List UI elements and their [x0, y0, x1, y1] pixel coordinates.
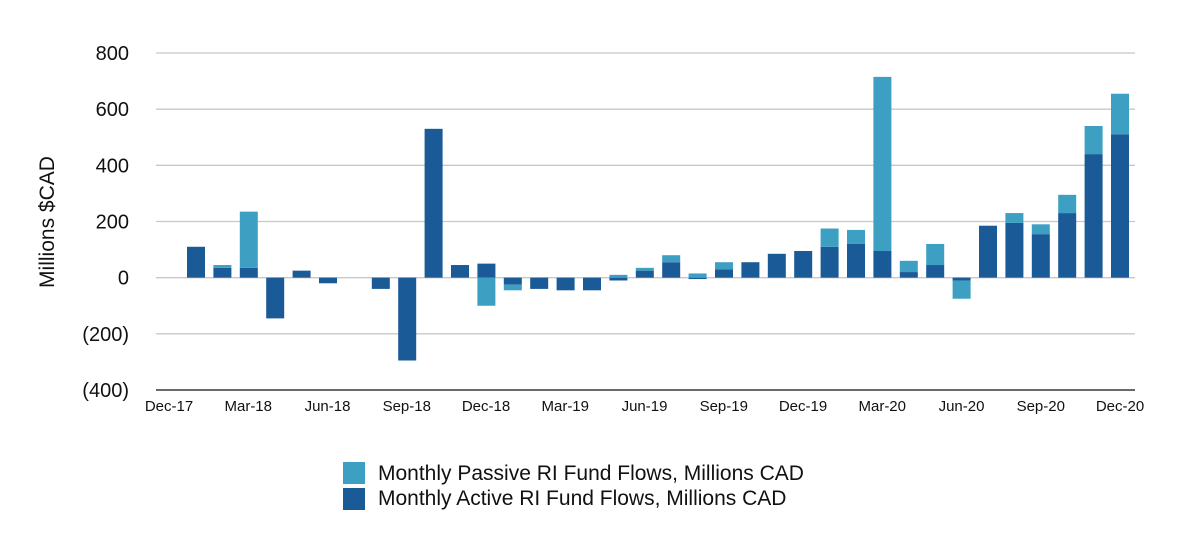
bar-active [979, 225, 997, 278]
y-axis-label: Millions $CAD [36, 156, 59, 288]
bar-active [319, 277, 337, 284]
bar-active [583, 277, 601, 291]
grid-lines [156, 52, 1135, 335]
bar-passive [1005, 213, 1024, 223]
bar-passive [609, 274, 628, 278]
bar-passive [715, 262, 733, 270]
bar-active [503, 277, 522, 285]
bar-active [239, 267, 258, 278]
bar-active [662, 262, 681, 278]
y-axis-ticks: 800 600 400 200 0 (200) (400) [82, 43, 129, 402]
bar-passive [952, 280, 971, 299]
bar-active [398, 277, 417, 361]
x-axis-ticks: Dec-17 Mar-18 Jun-18 Sep-18 Dec-18 Mar-19 Jun-… [145, 398, 1144, 415]
x-tick-label: Dec-18 [462, 398, 510, 415]
bar-passive [688, 273, 707, 278]
bar-active [609, 277, 628, 281]
bar-active [371, 277, 390, 289]
bar-passive [239, 211, 258, 268]
bar-active [1005, 222, 1024, 278]
bar-active [715, 269, 733, 278]
bar-active [424, 128, 443, 278]
bar-active [451, 265, 469, 278]
y-tick-label: (400) [82, 380, 129, 402]
bars-group [187, 76, 1129, 361]
legend-label-passive: Monthly Passive RI Fund Flows, Millions … [378, 462, 804, 485]
bar-passive [1058, 194, 1077, 214]
bar-active [899, 272, 918, 278]
x-tick-label: Jun-18 [305, 398, 351, 415]
bar-active [477, 263, 496, 278]
bar-active [635, 270, 654, 278]
y-tick-label: 200 [96, 212, 129, 234]
bar-active [820, 246, 839, 278]
legend: Monthly Passive RI Fund Flows, Millions … [343, 462, 804, 510]
bar-active [873, 250, 892, 278]
bar-passive [899, 260, 918, 273]
bar-passive [213, 265, 232, 268]
x-tick-label: Mar-19 [541, 398, 589, 415]
bar-passive [847, 229, 865, 244]
bar-active [926, 265, 945, 278]
bar-active [556, 277, 575, 291]
bar-active [266, 277, 285, 319]
bar-active [952, 277, 971, 281]
bar-active [767, 253, 786, 278]
bar-active [1111, 134, 1129, 278]
bar-passive [1084, 126, 1103, 155]
y-tick-label: 0 [118, 268, 129, 290]
x-tick-label: Dec-19 [779, 398, 827, 415]
bar-active [1084, 154, 1103, 278]
bar-active [213, 267, 232, 278]
bar-active [1031, 234, 1050, 278]
bar-passive [1031, 224, 1050, 235]
y-tick-label: (200) [82, 324, 129, 346]
bar-active [741, 262, 760, 278]
bar-passive [926, 243, 945, 266]
x-tick-label: Sep-20 [1017, 398, 1065, 415]
bar-active [292, 270, 311, 278]
x-tick-label: Mar-18 [224, 398, 272, 415]
bar-passive [662, 255, 681, 263]
y-tick-label: 600 [96, 99, 129, 121]
x-tick-label: Dec-20 [1096, 398, 1144, 415]
bar-active [847, 243, 865, 278]
x-tick-label: Sep-18 [383, 398, 431, 415]
legend-swatch-passive [343, 462, 365, 484]
bar-active [530, 277, 549, 289]
bar-active [688, 277, 707, 280]
x-tick-label: Mar-20 [858, 398, 906, 415]
x-tick-label: Dec-17 [145, 398, 193, 415]
x-tick-label: Jun-20 [939, 398, 985, 415]
y-tick-label: 800 [96, 43, 129, 65]
bar-passive [1111, 93, 1129, 135]
legend-label-active: Monthly Active RI Fund Flows, Millions C… [378, 487, 786, 510]
bar-active [794, 250, 813, 278]
bar-passive [477, 277, 496, 306]
bar-passive [820, 228, 839, 247]
x-tick-label: Jun-19 [622, 398, 668, 415]
x-tick-label: Sep-19 [700, 398, 748, 415]
bar-active [1058, 213, 1077, 278]
bar-passive [635, 267, 654, 271]
bar-passive [873, 76, 892, 251]
bar-active [187, 246, 205, 278]
bar-passive [503, 284, 522, 291]
y-tick-label: 400 [96, 155, 129, 177]
legend-swatch-active [343, 488, 365, 510]
